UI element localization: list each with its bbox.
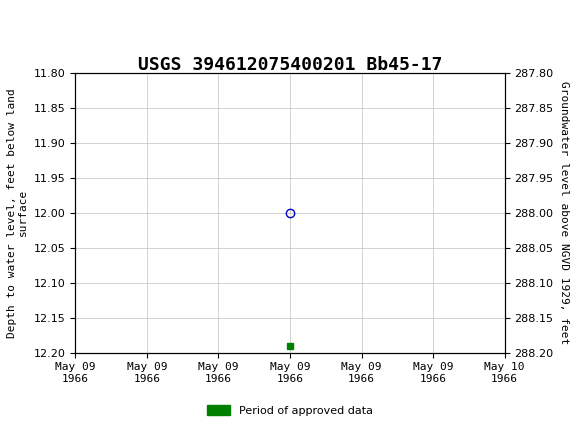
Y-axis label: Groundwater level above NGVD 1929, feet: Groundwater level above NGVD 1929, feet (559, 81, 569, 344)
Legend: Period of approved data: Period of approved data (203, 400, 377, 420)
Text: ≡USGS: ≡USGS (6, 16, 93, 36)
Text: ≡USGS: ≡USGS (6, 16, 82, 35)
Text: USGS 394612075400201 Bb45-17: USGS 394612075400201 Bb45-17 (138, 55, 442, 74)
Y-axis label: Depth to water level, feet below land
surface: Depth to water level, feet below land su… (6, 88, 28, 338)
